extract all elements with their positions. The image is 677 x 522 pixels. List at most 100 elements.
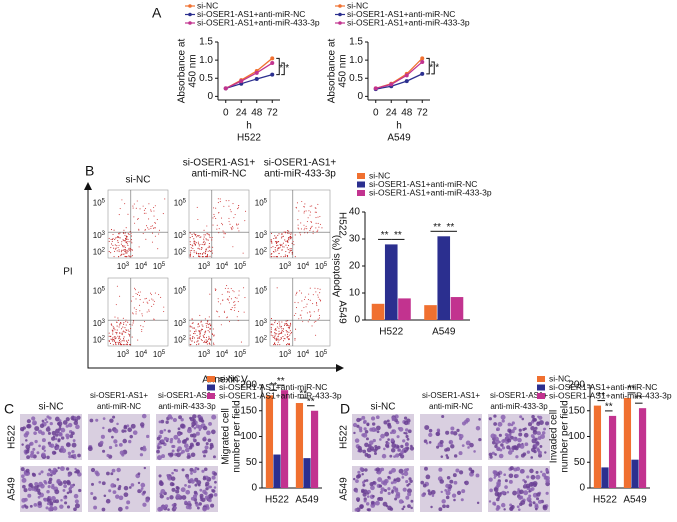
x-tick-label: 105	[315, 350, 328, 360]
cell	[526, 496, 532, 502]
tick-exp: 3	[126, 262, 130, 268]
event-dot	[124, 327, 126, 329]
event-dot	[315, 302, 318, 304]
event-dot	[134, 222, 136, 224]
tick-base: 10	[93, 319, 102, 328]
event-dot	[300, 317, 302, 319]
cell	[52, 435, 56, 438]
event-dot	[275, 242, 277, 245]
cell	[527, 422, 533, 427]
event-dot	[199, 331, 201, 333]
cell	[373, 451, 377, 455]
cell	[506, 490, 510, 494]
cell	[125, 505, 129, 510]
series-line	[225, 62, 273, 89]
event-dot	[319, 300, 321, 302]
cell	[489, 455, 493, 459]
y-axis-label: Absorbance at	[327, 39, 338, 104]
cell	[427, 489, 431, 493]
event-dot	[193, 249, 195, 252]
cell	[489, 488, 493, 493]
event-dot	[284, 255, 286, 257]
legend-label: si-OSER1-AS1+anti-miR-NC	[369, 179, 477, 189]
y-tick-label: 105	[255, 198, 268, 208]
event-dot	[274, 334, 276, 336]
event-dot	[273, 337, 276, 339]
event-dot	[143, 320, 146, 323]
event-dot	[287, 238, 289, 240]
event-dot	[124, 245, 126, 247]
event-dot	[144, 229, 146, 231]
cell	[126, 500, 131, 505]
event-dot	[284, 239, 286, 241]
event-dot	[238, 205, 240, 207]
event-dot	[123, 337, 125, 339]
cell	[207, 498, 212, 503]
y-tick-label: 50	[246, 457, 258, 468]
cell	[25, 449, 30, 454]
event-dot	[206, 326, 208, 329]
cell	[41, 445, 46, 450]
event-dot	[196, 235, 199, 237]
event-dot	[191, 244, 193, 246]
y-axis-label: Invaded cell	[549, 410, 560, 463]
event-dot	[277, 336, 279, 338]
cell	[511, 449, 515, 453]
x-tick-label: A549	[623, 495, 647, 506]
event-dot	[124, 232, 126, 234]
cell	[48, 443, 53, 448]
cell	[501, 419, 505, 423]
significance: *	[285, 63, 289, 74]
cell	[445, 490, 451, 496]
event-dot	[117, 240, 119, 242]
cell	[370, 416, 376, 421]
tick-base: 10	[153, 262, 162, 271]
row-label: A549	[336, 300, 347, 324]
cell	[539, 445, 543, 448]
cell	[534, 444, 538, 448]
cell	[508, 473, 514, 479]
event-dot	[153, 215, 155, 217]
cell	[528, 482, 534, 487]
event-dot	[278, 330, 280, 332]
cell	[112, 415, 116, 419]
cell	[530, 456, 534, 459]
cell	[100, 434, 105, 439]
event-dot	[198, 255, 200, 257]
event-dot	[125, 238, 127, 241]
cell	[507, 428, 512, 433]
cell	[114, 444, 118, 447]
cell	[67, 451, 72, 456]
cell	[530, 474, 536, 480]
event-dot	[205, 234, 207, 236]
cell	[361, 472, 364, 476]
event-dot	[277, 344, 279, 346]
cell	[59, 466, 65, 472]
cell	[73, 416, 77, 420]
cell	[121, 453, 125, 457]
event-dot	[133, 203, 135, 205]
cell	[169, 452, 174, 457]
event-dot	[237, 207, 240, 209]
event-dot	[142, 233, 144, 235]
cell	[209, 444, 214, 449]
event-dot	[114, 340, 116, 342]
cell	[407, 488, 412, 494]
tick-base: 10	[174, 319, 183, 328]
event-dot	[114, 250, 116, 252]
event-dot	[212, 217, 214, 219]
event-dot	[290, 248, 292, 250]
event-dot	[204, 331, 206, 333]
cell	[209, 493, 214, 498]
cell	[501, 446, 506, 450]
event-dot	[110, 323, 112, 325]
cell	[187, 484, 191, 489]
cell	[121, 429, 125, 433]
event-dot	[304, 227, 306, 229]
column-header: si-OSER1-AS1+	[264, 158, 337, 169]
event-dot	[138, 228, 140, 230]
event-dot	[120, 344, 122, 346]
event-dot	[196, 253, 198, 255]
tick-base: 10	[153, 350, 162, 359]
event-dot	[154, 205, 156, 207]
